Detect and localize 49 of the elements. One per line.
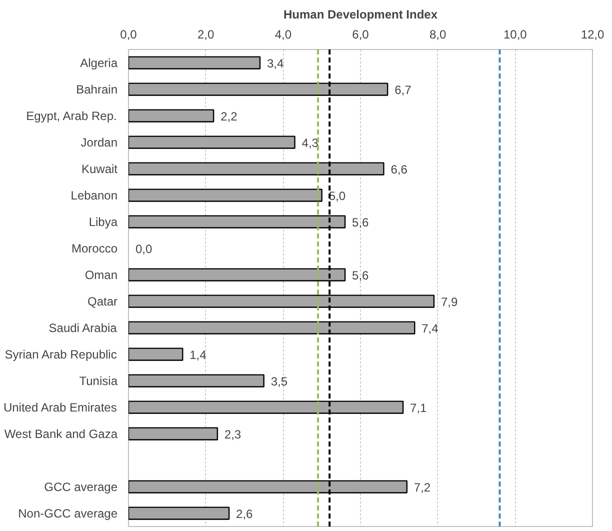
y-tick-label: Algeria <box>80 56 118 70</box>
data-label: 7,2 <box>414 480 431 494</box>
y-tick-label: Lebanon <box>70 188 118 202</box>
y-tick-label: Tunisia <box>79 374 118 388</box>
data-label: 4,3 <box>302 136 319 150</box>
y-tick-label: Kuwait <box>81 162 118 176</box>
data-label: 5,6 <box>352 215 370 230</box>
data-label: 6,6 <box>390 162 408 176</box>
data-label: 1,4 <box>190 348 207 362</box>
data-label: 2,3 <box>224 427 242 442</box>
x-tick-label: 6,0 <box>352 28 370 42</box>
y-tick-label: Oman <box>84 268 118 282</box>
data-label: 2,6 <box>236 506 254 521</box>
bar <box>128 136 296 149</box>
bar <box>128 506 230 520</box>
data-label: 3,5 <box>270 374 288 388</box>
y-tick-label: Qatar <box>87 294 118 308</box>
bar <box>128 374 264 388</box>
data-label: 3,4 <box>266 56 284 70</box>
x-tick-label: 8,0 <box>429 28 446 42</box>
data-label: 5,6 <box>352 268 370 282</box>
y-tick-label: Libya <box>88 214 118 229</box>
y-tick-label: Jordan <box>80 135 118 150</box>
y-tick-label: Syrian Arab Republic <box>4 347 117 362</box>
x-tick-label: 0,0 <box>120 28 138 42</box>
x-tick-label: 12,0 <box>580 28 605 42</box>
data-label: 0,0 <box>136 242 153 256</box>
y-tick-label: Morocco <box>71 241 118 256</box>
x-tick-label: 4,0 <box>274 28 292 42</box>
bar <box>128 56 261 70</box>
y-tick-label: United Arab Emirates <box>3 400 117 414</box>
x-tick-label: 2,0 <box>197 28 214 42</box>
y-tick-label: Saudi Arabia <box>48 320 118 335</box>
data-label: 7,9 <box>440 294 458 309</box>
y-tick-label: West Bank and Gaza <box>4 426 118 441</box>
data-label: 6,7 <box>394 82 412 97</box>
bar <box>128 188 322 202</box>
y-tick-label: Egypt, Arab Rep. <box>26 108 117 123</box>
y-tick-label: Non-GCC average <box>18 506 118 520</box>
y-tick-label: Bahrain <box>76 82 118 96</box>
bar <box>128 348 184 361</box>
bar <box>128 109 214 122</box>
bar <box>128 427 218 440</box>
chart-title: Human Development Index <box>283 8 438 22</box>
data-label: 2,2 <box>220 109 238 124</box>
data-label: 7,4 <box>422 321 439 336</box>
x-tick-label: 10,0 <box>503 28 528 42</box>
y-tick-label: GCC average <box>44 480 118 494</box>
data-label: 7,1 <box>410 400 428 415</box>
